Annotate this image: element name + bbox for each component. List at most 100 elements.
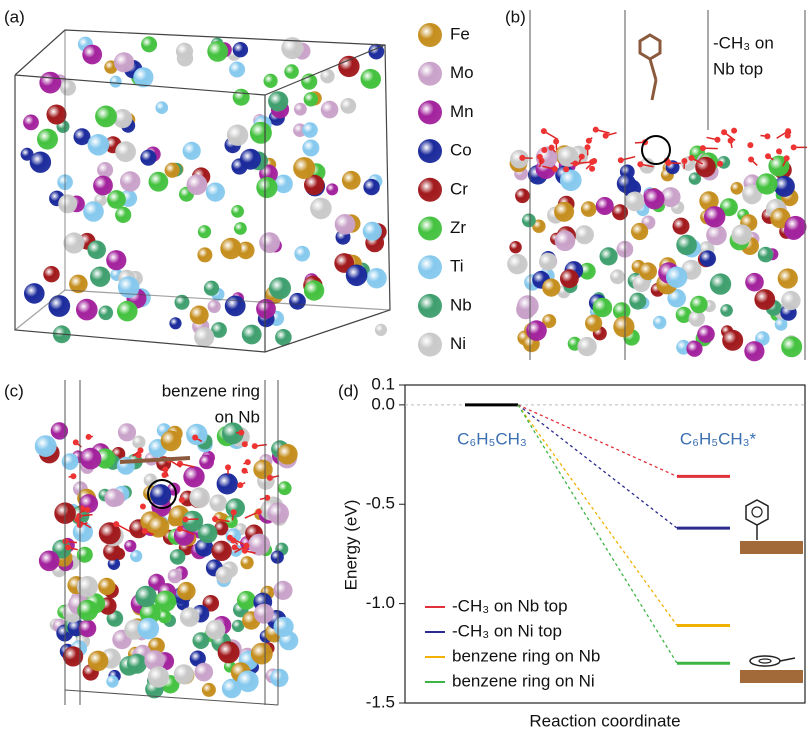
atom xyxy=(189,487,210,508)
atom xyxy=(273,581,292,600)
atom xyxy=(294,246,310,262)
atom xyxy=(237,671,259,693)
atom xyxy=(39,72,61,94)
atom xyxy=(335,214,356,235)
atom xyxy=(120,171,140,191)
atom xyxy=(596,197,614,215)
y-tick-label: 0.1 xyxy=(371,374,395,393)
atom xyxy=(302,122,318,138)
atom xyxy=(710,273,731,294)
atom xyxy=(118,423,136,441)
atom xyxy=(186,424,207,445)
atom xyxy=(24,283,45,304)
atom xyxy=(629,293,646,310)
atom xyxy=(785,216,807,238)
atom xyxy=(241,556,254,569)
atom xyxy=(90,267,110,287)
atom xyxy=(781,291,800,310)
legend-label: benzene ring on Ni xyxy=(452,671,595,690)
atom xyxy=(673,218,690,235)
atom xyxy=(745,273,764,292)
atom xyxy=(593,298,613,318)
atom xyxy=(77,547,93,563)
atom xyxy=(695,157,716,178)
panel-label: (b) xyxy=(505,7,526,26)
atom xyxy=(617,174,636,193)
atom xyxy=(509,241,521,253)
atom xyxy=(342,171,361,190)
panel-label: (c) xyxy=(4,381,24,400)
atom xyxy=(326,183,338,195)
atom xyxy=(363,222,382,241)
atom xyxy=(106,250,126,270)
atom xyxy=(778,268,798,288)
legend-label: benzene ring on Nb xyxy=(452,646,600,665)
atom xyxy=(190,306,209,325)
atom xyxy=(577,337,596,356)
atom xyxy=(225,296,246,317)
atom xyxy=(310,198,332,220)
legend-label: Zr xyxy=(450,218,466,237)
atom xyxy=(115,141,136,162)
legend-label: Co xyxy=(450,141,472,160)
atom xyxy=(211,541,231,561)
atom xyxy=(233,89,250,106)
atom xyxy=(82,45,102,65)
atom xyxy=(99,306,114,321)
atom-layer xyxy=(21,36,807,698)
atom xyxy=(304,280,324,300)
atom xyxy=(206,620,226,640)
legend-label: Nb xyxy=(450,295,472,314)
atom xyxy=(30,152,51,173)
atom xyxy=(250,122,272,144)
atom xyxy=(346,265,368,287)
legend-swatch xyxy=(418,62,442,86)
atom xyxy=(197,247,212,262)
atom xyxy=(510,150,529,169)
atom xyxy=(284,64,299,79)
atom xyxy=(117,301,138,322)
atom xyxy=(43,266,59,282)
atom xyxy=(268,91,288,111)
annotation: Nb top xyxy=(713,59,763,78)
y-tick-label: 0.0 xyxy=(371,394,395,413)
atom xyxy=(722,330,743,351)
atom xyxy=(193,632,210,649)
legend-label: -CH₃ on Nb top xyxy=(452,596,568,615)
atom xyxy=(321,101,339,119)
atom xyxy=(155,591,176,612)
atom xyxy=(758,247,774,263)
atom xyxy=(79,620,97,638)
atom xyxy=(271,551,284,564)
atom xyxy=(781,336,802,357)
y-tick-label: -1.5 xyxy=(366,692,395,711)
atom xyxy=(76,299,98,321)
atom xyxy=(515,189,530,204)
atom xyxy=(732,224,752,244)
atom xyxy=(610,269,625,284)
atom xyxy=(600,247,618,265)
atom xyxy=(706,225,727,246)
atom xyxy=(161,430,182,451)
atom xyxy=(60,80,76,96)
atom xyxy=(204,281,219,296)
atom xyxy=(80,448,102,470)
atom xyxy=(560,269,579,288)
atom xyxy=(124,540,136,552)
atom xyxy=(227,125,248,146)
atom xyxy=(87,241,106,260)
atom xyxy=(169,317,181,329)
legend-label: Fe xyxy=(450,24,470,43)
atom xyxy=(183,142,201,160)
atom xyxy=(39,551,60,572)
atom xyxy=(304,92,318,106)
atom xyxy=(174,664,194,684)
atom xyxy=(198,225,211,238)
atom xyxy=(697,325,715,343)
atom xyxy=(625,192,645,212)
category-label: C₆H₅CH₃ xyxy=(457,429,527,448)
atom xyxy=(302,140,319,157)
atom xyxy=(165,163,180,178)
atom xyxy=(613,316,634,337)
atom xyxy=(644,189,665,210)
